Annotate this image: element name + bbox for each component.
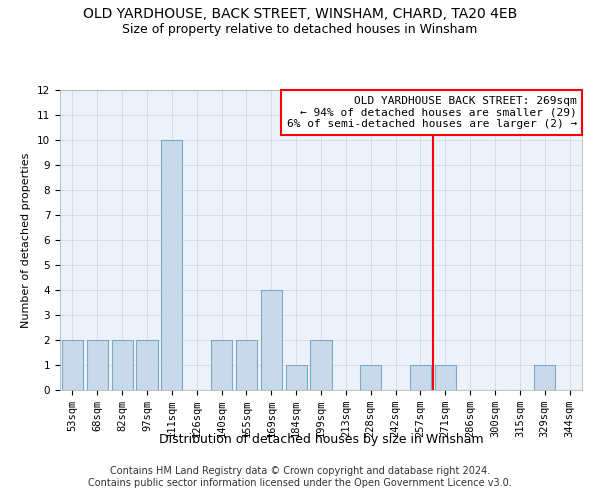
Text: OLD YARDHOUSE BACK STREET: 269sqm
← 94% of detached houses are smaller (29)
6% o: OLD YARDHOUSE BACK STREET: 269sqm ← 94% … [287,96,577,129]
Bar [236,340,257,390]
Text: Distribution of detached houses by size in Winsham: Distribution of detached houses by size … [158,432,484,446]
Bar [534,365,555,390]
Bar [261,290,282,390]
Bar [435,365,456,390]
Bar [161,140,182,390]
Y-axis label: Number of detached properties: Number of detached properties [22,152,31,328]
Bar [112,340,133,390]
Text: Size of property relative to detached houses in Winsham: Size of property relative to detached ho… [122,22,478,36]
Bar [211,340,232,390]
Bar [136,340,158,390]
Text: OLD YARDHOUSE, BACK STREET, WINSHAM, CHARD, TA20 4EB: OLD YARDHOUSE, BACK STREET, WINSHAM, CHA… [83,8,517,22]
Bar [62,340,83,390]
Bar [410,365,431,390]
Bar [310,340,332,390]
Bar [87,340,108,390]
Bar [286,365,307,390]
Text: Contains HM Land Registry data © Crown copyright and database right 2024.
Contai: Contains HM Land Registry data © Crown c… [88,466,512,487]
Bar [360,365,381,390]
